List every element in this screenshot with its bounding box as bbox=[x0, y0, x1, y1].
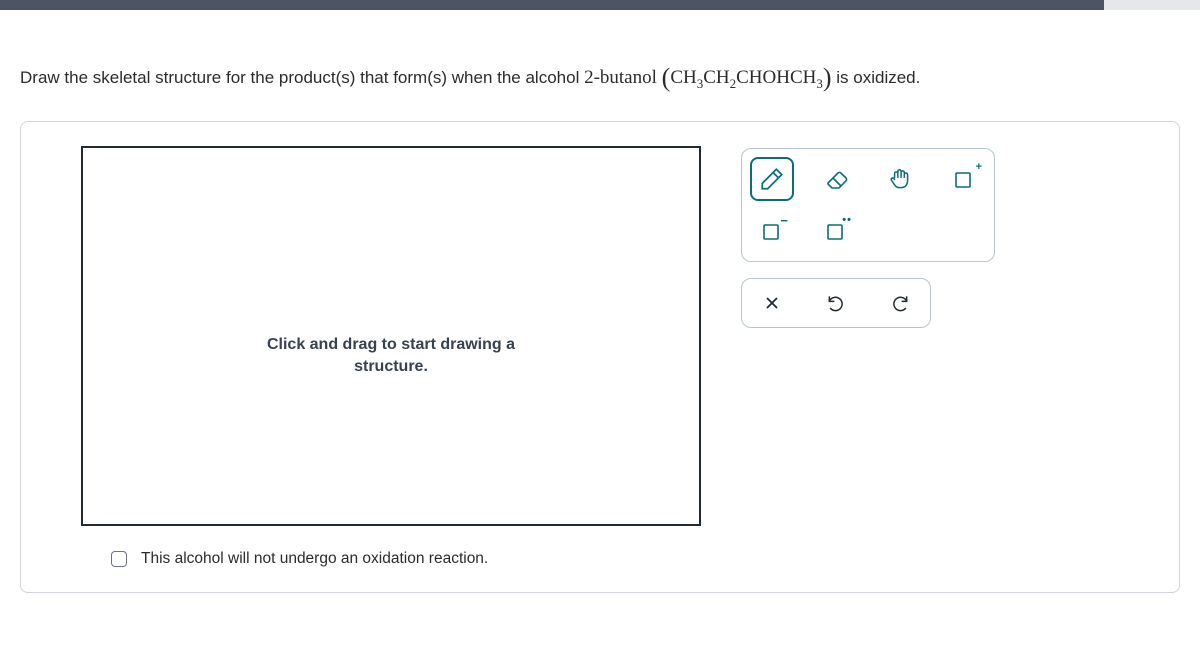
lone-pair-tool[interactable]: •• bbox=[814, 209, 858, 253]
undo-icon bbox=[826, 293, 846, 313]
clear-icon bbox=[763, 294, 781, 312]
no-oxidation-label: This alcohol will not undergo an oxidati… bbox=[141, 550, 488, 568]
plus-symbol: + bbox=[976, 161, 982, 173]
question-prefix: Draw the skeletal structure for the prod… bbox=[20, 68, 584, 87]
eraser-tool[interactable] bbox=[814, 157, 858, 201]
charge-plus-tool[interactable]: + bbox=[942, 157, 986, 201]
question-suffix: is oxidized. bbox=[836, 68, 920, 87]
placeholder-line-1: Click and drag to start drawing a bbox=[267, 336, 515, 353]
compound-name: 2-butanol bbox=[584, 67, 657, 88]
tool-panel: + − •• bbox=[741, 148, 995, 262]
progress-fill bbox=[0, 0, 1104, 10]
hand-grab-icon bbox=[887, 166, 913, 192]
canvas-placeholder: Click and drag to start drawing a struct… bbox=[267, 334, 515, 379]
charge-minus-tool[interactable]: − bbox=[750, 209, 794, 253]
drawing-canvas[interactable]: Click and drag to start drawing a struct… bbox=[81, 146, 701, 526]
toolbox: + − •• bbox=[741, 148, 995, 328]
placeholder-line-2: structure. bbox=[354, 358, 428, 375]
minus-symbol: − bbox=[780, 213, 788, 228]
tool-row-2: − •• bbox=[750, 209, 986, 253]
redo-button[interactable] bbox=[884, 287, 916, 319]
hand-tool[interactable] bbox=[878, 157, 922, 201]
undo-button[interactable] bbox=[820, 287, 852, 319]
charge-plus-box-icon bbox=[954, 169, 974, 189]
redo-icon bbox=[890, 293, 910, 313]
work-area: Click and drag to start drawing a struct… bbox=[20, 121, 1180, 593]
action-panel bbox=[741, 278, 931, 328]
clear-button[interactable] bbox=[756, 287, 788, 319]
no-oxidation-row: This alcohol will not undergo an oxidati… bbox=[81, 526, 701, 568]
question-text: Draw the skeletal structure for the prod… bbox=[0, 10, 1200, 121]
pencil-tool[interactable] bbox=[750, 157, 794, 201]
charge-minus-box-icon bbox=[762, 221, 782, 241]
no-oxidation-checkbox[interactable] bbox=[111, 551, 127, 567]
tool-row-1: + bbox=[750, 157, 986, 201]
canvas-column: Click and drag to start drawing a struct… bbox=[81, 146, 701, 568]
formula: (CH3CH2CHOHCH3) bbox=[662, 67, 832, 88]
eraser-icon bbox=[822, 167, 850, 191]
pencil-icon bbox=[759, 166, 785, 192]
progress-bar bbox=[0, 0, 1200, 10]
dots-symbol: •• bbox=[842, 214, 852, 226]
